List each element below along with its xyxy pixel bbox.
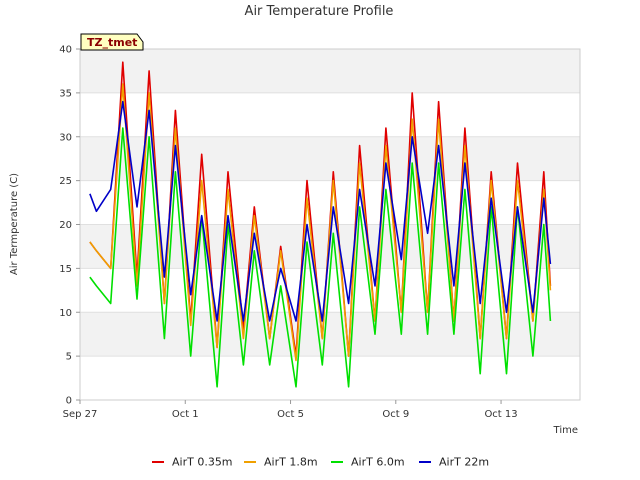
x-tick-label: Oct 9 <box>382 409 409 420</box>
series-line-2 <box>89 83 552 362</box>
series-line-4 <box>89 100 552 322</box>
y-axis-label: Air Termperature (C) <box>9 173 20 275</box>
x-tick-label: Oct 1 <box>172 409 199 420</box>
site-tag-label: TZ_tmet <box>87 36 137 49</box>
site-tag-box <box>80 33 144 51</box>
legend-label-2: AirT 1.8m <box>264 456 318 469</box>
y-tick-label: 30 <box>59 132 72 143</box>
site-tag: TZ_tmet <box>80 33 144 51</box>
y-tick-label: 0 <box>66 396 72 407</box>
y-axis-ticks: 0 5 10 15 20 25 30 35 40 <box>59 45 80 407</box>
y-tick-label: 15 <box>59 264 72 275</box>
plot-band <box>80 92 580 137</box>
plot-band <box>80 136 580 181</box>
plot-band <box>80 356 580 400</box>
chart-title: Air Temperature Profile <box>245 4 394 19</box>
x-tick-label: Sep 27 <box>63 409 98 420</box>
x-axis-ticks: Sep 27 Oct 1 Oct 5 Oct 9 Oct 13 <box>63 400 518 420</box>
x-axis-label: Time <box>553 425 578 436</box>
legend-label-1: AirT 0.35m <box>172 456 233 469</box>
y-tick-label: 10 <box>59 308 72 319</box>
series-line-3 <box>89 127 552 388</box>
y-tick-label: 25 <box>59 176 72 187</box>
x-tick-label: Oct 13 <box>484 409 517 420</box>
series-lines <box>89 61 552 388</box>
y-tick-label: 35 <box>59 88 72 99</box>
legend-label-3: AirT 6.0m <box>351 456 405 469</box>
y-tick-label: 20 <box>59 220 72 231</box>
y-tick-label: 40 <box>59 45 72 56</box>
legend: AirT 0.35m AirT 1.8m AirT 6.0m AirT 22m <box>152 456 489 469</box>
x-tick-label: Oct 5 <box>277 409 304 420</box>
y-tick-label: 5 <box>66 352 72 363</box>
plot-band <box>80 49 580 93</box>
legend-label-4: AirT 22m <box>439 456 489 469</box>
